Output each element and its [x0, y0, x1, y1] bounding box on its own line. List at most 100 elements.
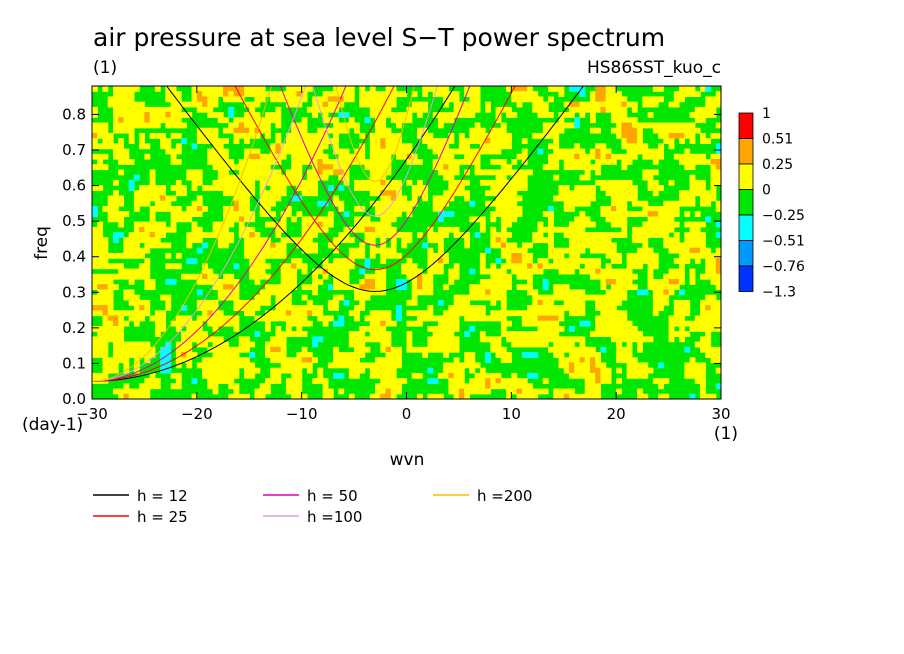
heatmap-cell [207, 357, 214, 364]
heatmap-cell [144, 232, 151, 238]
heatmap-cell [500, 205, 507, 212]
heatmap-cell [364, 117, 371, 124]
heatmap-cell [579, 101, 586, 108]
y-axis-label: freq [32, 226, 52, 260]
heatmap-cell [285, 205, 292, 212]
heatmap-cell [679, 299, 685, 306]
heatmap-cell [275, 112, 282, 118]
x-tick-label: −20 [181, 405, 213, 423]
heatmap-cell [165, 341, 172, 348]
heatmap-cell [196, 341, 203, 348]
heatmap-cell [548, 205, 554, 212]
heatmap-cell [312, 221, 318, 228]
heatmap-cell [453, 268, 460, 275]
heatmap-cell [600, 378, 607, 384]
heatmap-cell [605, 237, 612, 244]
heatmap-cell [385, 252, 392, 259]
heatmap-cell [207, 372, 214, 379]
heatmap-cell [270, 159, 277, 165]
heatmap-cell [364, 185, 371, 191]
heatmap-cell [511, 96, 518, 103]
heatmap-cell [595, 367, 602, 374]
heatmap-cell [333, 294, 339, 301]
heatmap-cell [327, 305, 334, 311]
heatmap-cell [97, 331, 104, 337]
heatmap-cell [280, 143, 287, 150]
heatmap-cell [123, 273, 130, 280]
heatmap-cell [574, 310, 581, 317]
heatmap-cell [149, 237, 156, 244]
heatmap-cell [532, 96, 539, 103]
colorbar-label: 0.51 [762, 132, 793, 148]
heatmap-cell [605, 101, 612, 108]
heatmap-cell [238, 159, 245, 165]
heatmap-cell [516, 284, 523, 291]
heatmap-cell [123, 388, 130, 395]
heatmap-cell [244, 362, 250, 369]
heatmap-cell [238, 164, 245, 171]
heatmap-cell [275, 367, 282, 374]
heatmap-cell [348, 336, 355, 343]
heatmap-cell [558, 268, 565, 275]
heatmap-cell [637, 122, 643, 129]
heatmap-cell [663, 127, 670, 134]
heatmap-cell [233, 132, 240, 139]
heatmap-cell [474, 315, 481, 322]
heatmap-cell [621, 310, 628, 317]
heatmap-cell [165, 96, 172, 103]
heatmap-cell [359, 294, 366, 301]
heatmap-cell [354, 284, 360, 291]
heatmap-cell [160, 226, 166, 233]
heatmap-cell [401, 112, 408, 118]
heatmap-cell [259, 205, 266, 212]
heatmap-cell [270, 378, 277, 384]
heatmap-cell [574, 185, 581, 191]
heatmap-cell [584, 216, 591, 223]
heatmap-cell [548, 320, 554, 327]
heatmap-cell [679, 331, 685, 337]
heatmap-cell [474, 91, 481, 98]
heatmap-cell [149, 232, 156, 238]
heatmap-cell [485, 279, 491, 285]
heatmap-cell [500, 216, 507, 223]
heatmap-cell [186, 362, 193, 369]
heatmap-cell [217, 378, 224, 384]
heatmap-cell [301, 362, 308, 369]
heatmap-cell [212, 127, 219, 134]
heatmap-cell [264, 289, 271, 296]
heatmap-cell [411, 101, 418, 108]
heatmap-cell [312, 159, 318, 165]
heatmap-cell [458, 106, 465, 113]
heatmap-cell [668, 237, 675, 244]
heatmap-cell [652, 252, 659, 259]
heatmap-cell [270, 169, 277, 176]
heatmap-cell [506, 357, 512, 364]
heatmap-cell [448, 341, 455, 348]
heatmap-cell [102, 315, 109, 322]
heatmap-cell [160, 112, 166, 118]
colorbar-swatch [738, 265, 754, 292]
heatmap-cell [495, 169, 502, 176]
heatmap-cell [610, 127, 617, 134]
heatmap-cell [715, 268, 721, 275]
heatmap-cell [102, 164, 109, 171]
heatmap-cell [500, 268, 507, 275]
heatmap-cell [92, 132, 98, 139]
heatmap-cell [527, 96, 533, 103]
heatmap-cell [364, 263, 371, 270]
heatmap-cell [380, 91, 387, 98]
heatmap-cell [500, 169, 507, 176]
heatmap-cell [516, 91, 523, 98]
heatmap-cell [600, 247, 607, 254]
heatmap-cell [437, 299, 444, 306]
heatmap-cell [427, 268, 434, 275]
heatmap-cell [233, 96, 240, 103]
heatmap-cell [359, 331, 366, 337]
heatmap-cell [595, 242, 602, 249]
heatmap-cell [196, 320, 203, 327]
heatmap-cell [181, 357, 187, 364]
heatmap-cell [616, 310, 623, 317]
heatmap-cell [160, 205, 166, 212]
heatmap-cell [139, 263, 146, 270]
heatmap-cell [500, 357, 507, 364]
